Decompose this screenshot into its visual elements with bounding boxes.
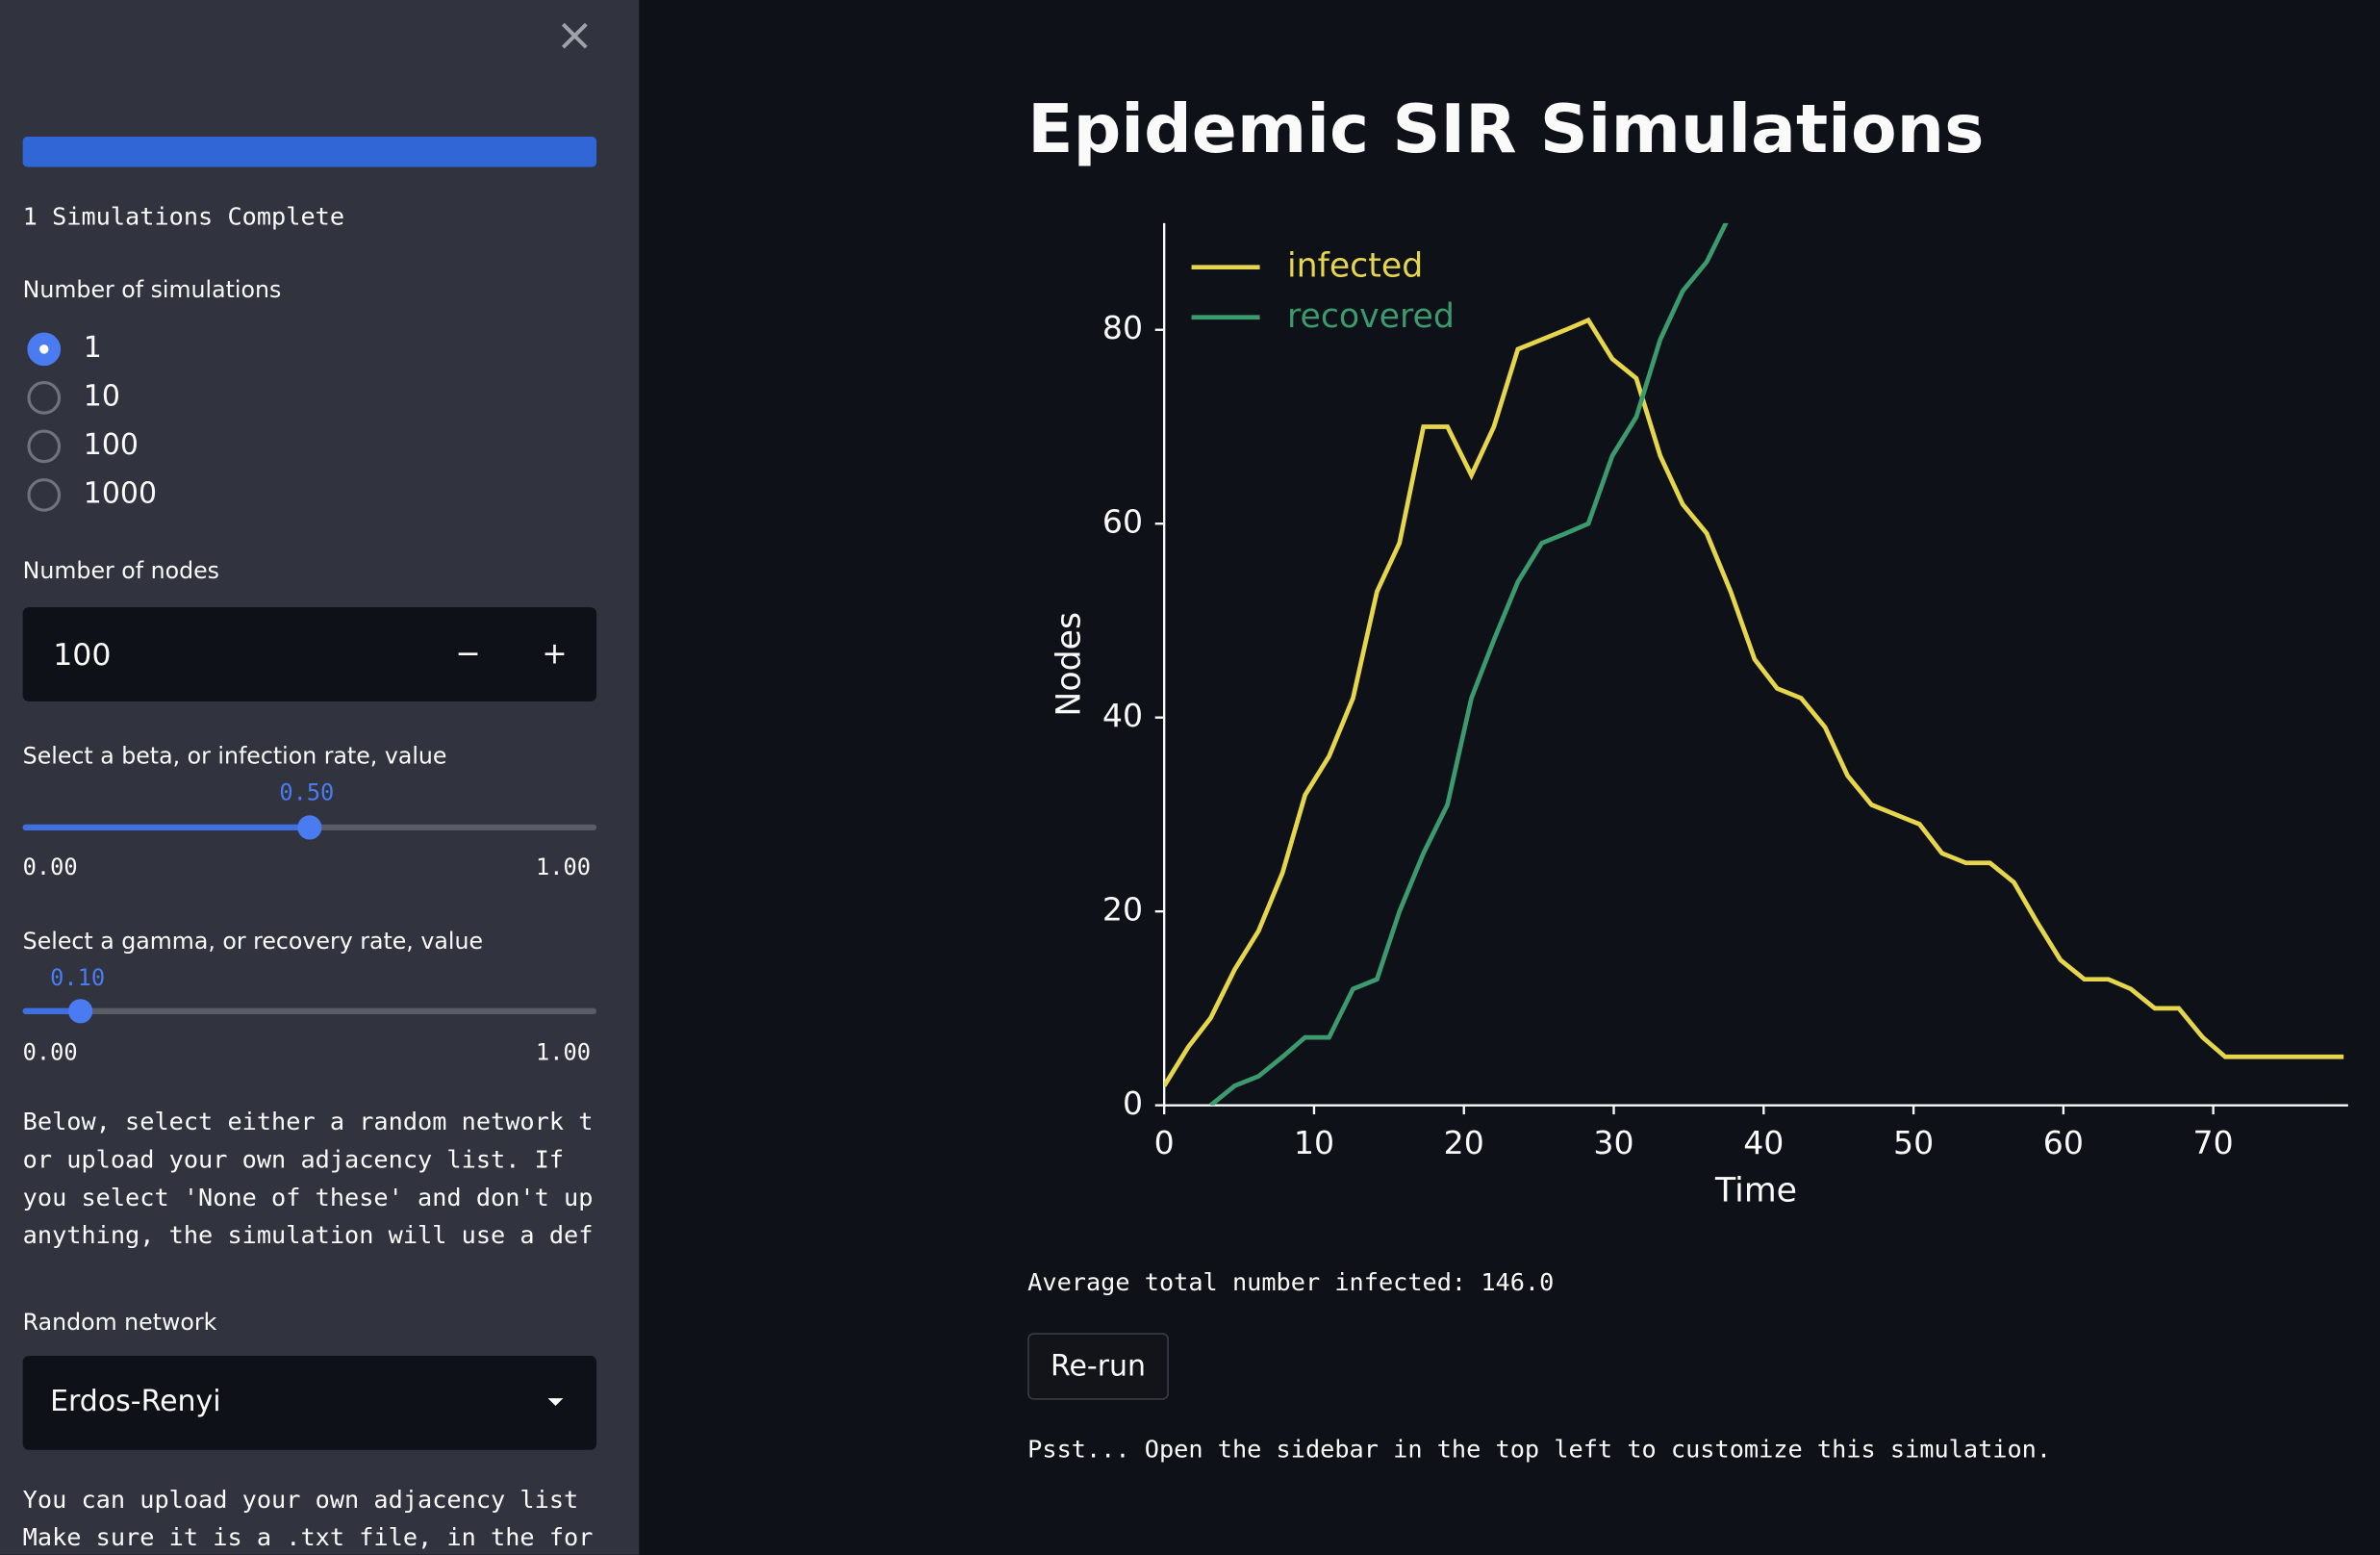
- dropdown-arrow: [547, 1398, 564, 1407]
- description: Below, select either a random network t …: [23, 1102, 596, 1254]
- x-tick-label: 60: [2043, 1124, 2084, 1161]
- legend-label: recovered: [1287, 297, 1455, 336]
- y-tick-label: 60: [1102, 503, 1143, 541]
- x-tick-label: 70: [2193, 1124, 2234, 1161]
- y-tick-label: 20: [1102, 891, 1143, 929]
- minus-button[interactable]: −: [455, 634, 481, 672]
- radio[interactable]: [27, 429, 62, 464]
- radio-label[interactable]: 10: [83, 379, 120, 414]
- number-input[interactable]: 100 − +: [22, 607, 597, 701]
- x-axis-label: Time: [1714, 1172, 1797, 1211]
- label: Random network: [22, 1309, 217, 1337]
- y-tick-label: 80: [1102, 309, 1143, 346]
- average-text: Average total number infected: 146.0: [1027, 1267, 1555, 1297]
- label: Number of nodes: [22, 557, 219, 585]
- slider[interactable]: [22, 815, 597, 840]
- x-tick-label: 50: [1893, 1124, 1934, 1161]
- select[interactable]: Erdos-Renyi: [22, 1355, 597, 1450]
- rerun-button[interactable]: Re-run: [1027, 1333, 1169, 1400]
- input-value: 100: [53, 636, 112, 673]
- text-line: Below, select either a random network t: [22, 1107, 594, 1136]
- radio-label[interactable]: 100: [83, 427, 139, 462]
- progress-bar: [22, 137, 597, 167]
- radio-label[interactable]: 1: [83, 330, 102, 365]
- slider-value: 0.10: [50, 963, 106, 992]
- text-line: You can upload your own adjacency list: [22, 1485, 579, 1515]
- page-title: Epidemic SIR Simulations: [1027, 90, 1985, 169]
- slider-min: 0.00: [22, 1038, 78, 1066]
- legend-label: infected: [1287, 247, 1423, 286]
- sidebar: × 1 Simulations Complete Number of simul…: [0, 0, 640, 1555]
- y-tick-label: 0: [1123, 1084, 1143, 1122]
- close-button[interactable]: ×: [555, 9, 595, 63]
- x-tick-label: 40: [1743, 1124, 1784, 1161]
- slider-max: 1.00: [535, 1038, 591, 1066]
- x-tick-label: 10: [1294, 1124, 1334, 1161]
- radio[interactable]: [27, 381, 62, 415]
- progress-text: 1 Simulations Complete: [22, 201, 345, 231]
- x-tick-label: 0: [1154, 1124, 1175, 1161]
- y-axis-label: Nodes: [1050, 612, 1088, 717]
- slider-value: 0.50: [279, 778, 335, 806]
- x-tick-label: 20: [1444, 1124, 1484, 1161]
- series-line: [1164, 317, 2344, 1087]
- radio-label[interactable]: 1000: [83, 476, 158, 511]
- text-line: or upload your own adjacency list. If: [22, 1144, 565, 1174]
- slider-max: 1.00: [535, 853, 591, 881]
- label: Number of simulations: [22, 276, 282, 304]
- series-line: [1208, 222, 1729, 1106]
- label: Select a gamma, or recovery rate, value: [22, 928, 484, 956]
- plus-button[interactable]: +: [542, 634, 568, 672]
- x-tick-label: 30: [1593, 1124, 1633, 1161]
- radio[interactable]: [27, 332, 62, 367]
- text-line: you select 'None of these' and don't up: [22, 1183, 594, 1212]
- text-line: anything, the simulation will use a def: [22, 1220, 594, 1250]
- text-line: Make sure it is a .txt file, in the for: [22, 1522, 594, 1552]
- chart: 0 20 40 60 80 0 10 20 30 40 50 60 70 Time Nodes infecte…: [1050, 222, 2348, 1211]
- slider[interactable]: [22, 999, 597, 1024]
- upload-description: You can upload your own adjacency list M…: [23, 1480, 596, 1554]
- y-tick-label: 40: [1102, 697, 1143, 734]
- slider-min: 0.00: [22, 853, 78, 881]
- label: Select a beta, or infection rate, value: [22, 742, 447, 770]
- select-value: Erdos-Renyi: [50, 1384, 221, 1418]
- hint-text: Psst... Open the sidebar in the top left…: [1027, 1435, 2052, 1464]
- radio[interactable]: [27, 478, 62, 512]
